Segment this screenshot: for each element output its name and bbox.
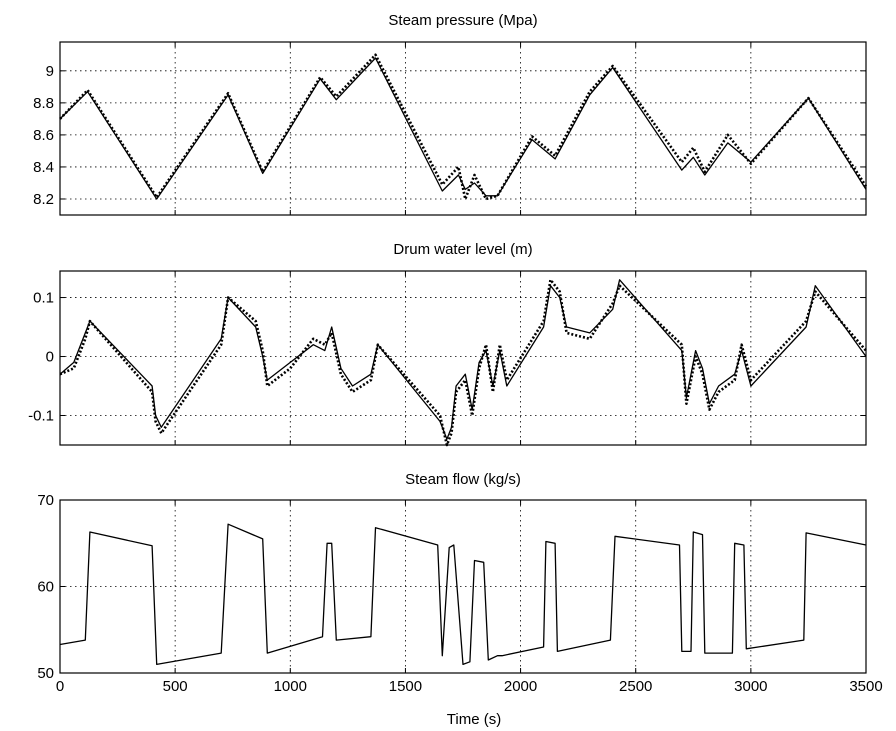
x-axis-label: Time (s) — [447, 711, 501, 728]
x-tick-label: 2000 — [504, 678, 537, 695]
y-tick-label: 8.8 — [33, 95, 54, 112]
y-tick-labels: 8.2 8.4 8.6 8.8 9 — [33, 63, 866, 208]
y-tick-label: 60 — [37, 579, 54, 596]
plot-frame — [59, 41, 867, 216]
panel-title: Steam flow (kg/s) — [405, 471, 521, 488]
y-tick-labels: -0.1 0 0.1 — [28, 290, 866, 425]
y-tick-label: -0.1 — [28, 408, 54, 425]
x-tick-marks — [59, 271, 867, 445]
y-tick-label: 8.4 — [33, 159, 54, 176]
y-tick-labels: 50 60 70 — [37, 492, 866, 682]
grid — [60, 499, 866, 674]
panel-steam-pressure: Steam pressure (Mpa) 8.2 8.4 8.6 8.8 9 — [33, 12, 868, 216]
x-tick-label: 0 — [56, 678, 64, 695]
y-tick-label: 8.6 — [33, 127, 54, 144]
y-tick-label: 8.2 — [33, 191, 54, 208]
grid — [60, 271, 866, 445]
plot-frame — [59, 270, 867, 446]
x-tick-label: 1000 — [274, 678, 307, 695]
series-group — [59, 53, 868, 201]
x-tick-label: 1500 — [389, 678, 422, 695]
y-tick-label: 50 — [37, 665, 54, 682]
panel-drum-water-level: Drum water level (m) -0.1 0 0.1 — [28, 241, 867, 447]
x-tick-label: 2500 — [619, 678, 652, 695]
x-tick-label: 500 — [163, 678, 188, 695]
series-line-dotted — [59, 53, 868, 201]
y-tick-label: 9 — [46, 63, 54, 80]
y-tick-label: 0.1 — [33, 290, 54, 307]
series-line-solid — [59, 57, 867, 200]
series-line-solid — [59, 523, 867, 666]
series-group — [59, 278, 867, 447]
series-group — [59, 523, 867, 666]
panel-title: Drum water level (m) — [393, 241, 532, 258]
x-tick-label: 3500 — [849, 678, 882, 695]
panel-steam-flow: Steam flow (kg/s) 50 60 70 0 500 1000 1500 200… — [37, 471, 882, 695]
panel-title: Steam pressure (Mpa) — [388, 12, 537, 29]
x-tick-labels: 0 500 1000 1500 2000 2500 3000 3500 — [56, 678, 883, 695]
y-tick-label: 70 — [37, 492, 54, 509]
series-line-dotted — [59, 278, 867, 447]
x-tick-label: 3000 — [734, 678, 767, 695]
series-line-solid — [59, 279, 867, 440]
y-tick-label: 0 — [46, 349, 54, 366]
plot-frame — [59, 499, 867, 674]
